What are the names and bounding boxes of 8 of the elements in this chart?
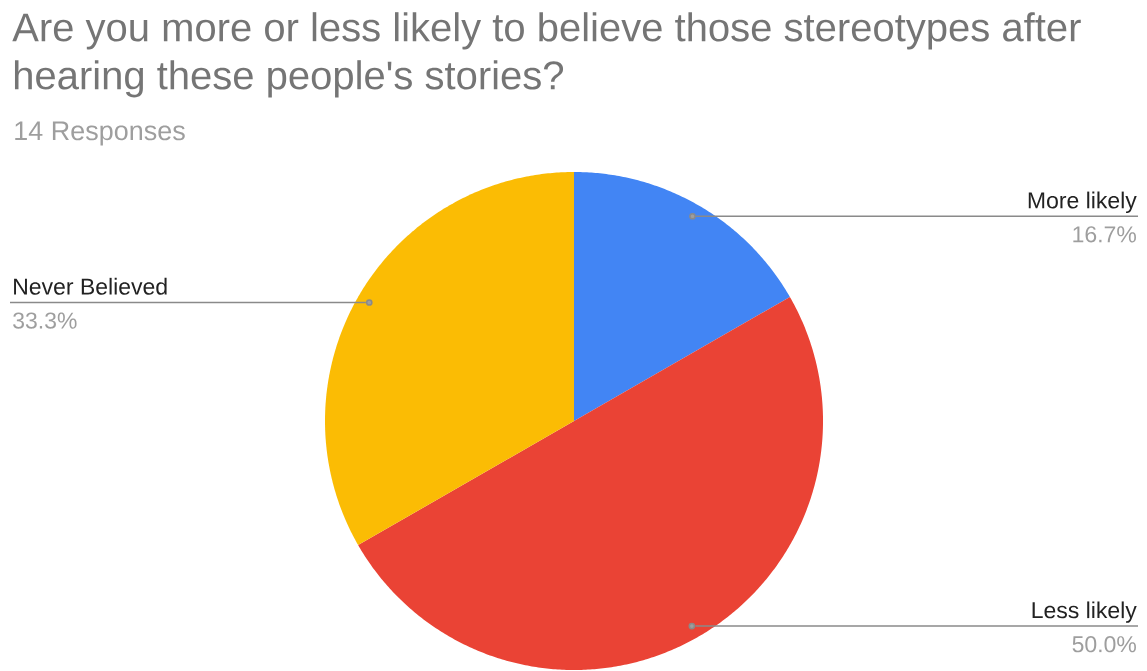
data-label: 33.3%: [13, 312, 77, 329]
data-label: 16.7%: [1073, 226, 1136, 243]
slice-label: More likely: [1028, 191, 1137, 214]
chart-title: Are you more or less likely to believe those stereotypes after hearing these people's stories?: [12, 12, 1081, 98]
data-label: 50.0%: [1072, 636, 1136, 653]
chart-subtitle: 14 Responses: [15, 121, 185, 146]
slice-label: Never Believed: [14, 277, 167, 295]
slice-label: Less likely: [1032, 601, 1137, 623]
